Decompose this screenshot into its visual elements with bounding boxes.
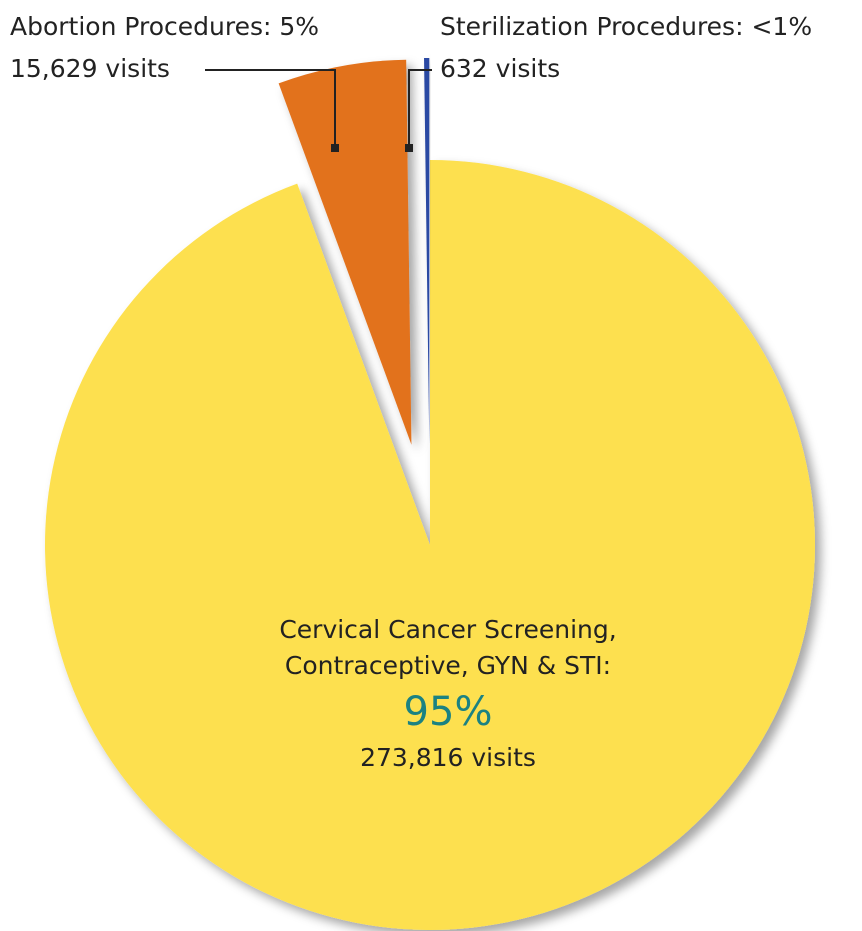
leader-line [205, 69, 336, 148]
slice-label: Cervical Cancer Screening, Contraceptive… [258, 612, 638, 776]
category-label: Abortion Procedures: [10, 12, 271, 41]
value-label: 632 visits [440, 54, 560, 83]
leader-dot [405, 144, 413, 152]
category-label: Sterilization Procedures: [440, 12, 744, 41]
leader-dot [331, 144, 339, 152]
category-label: Cervical Cancer Screening, Contraceptive… [279, 615, 617, 680]
percent-label: 5% [279, 12, 319, 41]
slice-label: Sterilization Procedures: <1% [440, 12, 812, 41]
pie-slice [278, 59, 412, 445]
value-label: 273,816 visits [360, 743, 536, 772]
leader-line [408, 69, 432, 148]
percent-label: <1% [751, 12, 812, 41]
pie-slice [424, 58, 430, 444]
percent-label: 95% [403, 689, 493, 735]
pie-slice [45, 160, 816, 930]
value-label: 15,629 visits [10, 54, 170, 83]
slices [45, 58, 816, 930]
slice-label: Abortion Procedures: 5% [10, 12, 319, 41]
